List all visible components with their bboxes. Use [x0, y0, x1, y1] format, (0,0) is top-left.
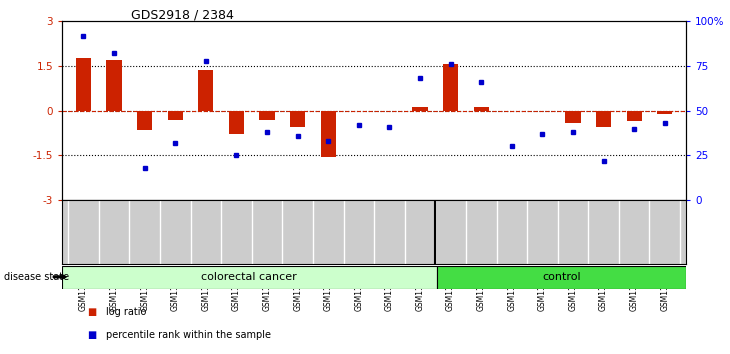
Bar — [626, 110, 642, 121]
Bar — [320, 110, 336, 157]
Bar — [62, 266, 437, 289]
Bar — [657, 110, 672, 114]
Text: ■: ■ — [88, 330, 97, 339]
Text: log ratio: log ratio — [106, 307, 146, 316]
Text: disease state: disease state — [4, 272, 69, 282]
Bar — [107, 60, 122, 110]
Bar — [443, 64, 458, 110]
Text: GDS2918 / 2384: GDS2918 / 2384 — [131, 9, 234, 22]
Bar — [137, 110, 153, 130]
Bar — [228, 110, 244, 135]
Bar — [565, 110, 580, 122]
Bar — [412, 107, 428, 110]
Bar — [199, 70, 213, 110]
Text: colorectal cancer: colorectal cancer — [201, 272, 297, 282]
Text: percentile rank within the sample: percentile rank within the sample — [106, 330, 271, 339]
Bar — [596, 110, 611, 127]
Bar — [290, 110, 305, 127]
Bar — [168, 110, 183, 120]
Bar — [474, 107, 489, 110]
Text: ■: ■ — [88, 307, 97, 316]
Bar — [76, 58, 91, 110]
Bar — [437, 266, 686, 289]
Text: control: control — [542, 272, 580, 282]
Bar — [259, 110, 274, 120]
